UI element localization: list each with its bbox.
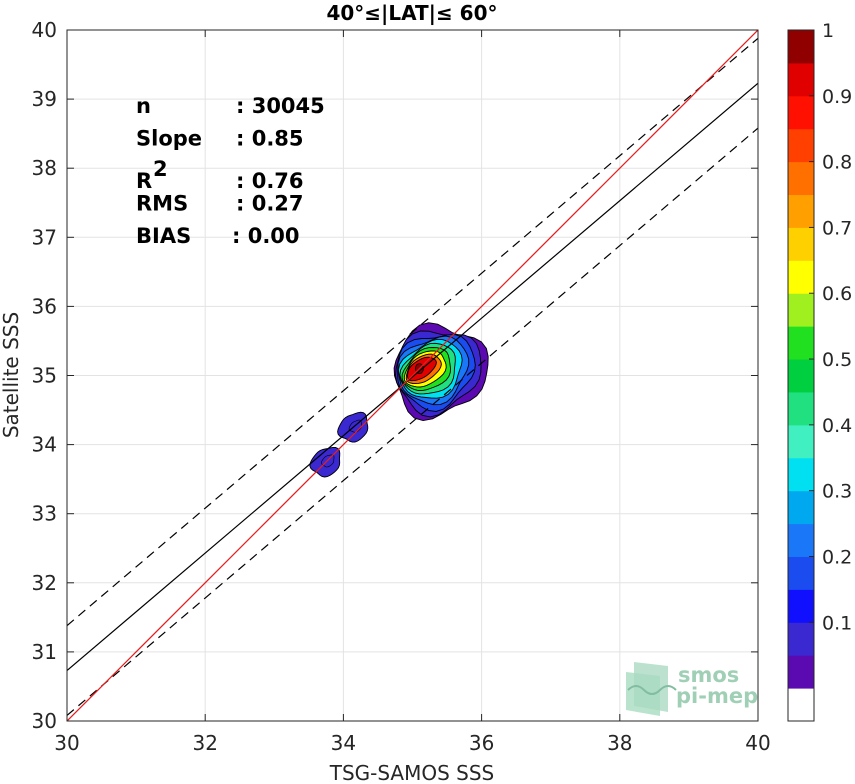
- colorbar-tick-label: 1: [822, 20, 834, 42]
- colorbar-tick-label: 0.3: [822, 481, 852, 503]
- colorbar-segment: [788, 62, 814, 97]
- y-tick-label: 34: [32, 433, 57, 457]
- stat-label: RMS: [136, 192, 188, 216]
- y-axis-ticks: 30 31 32 33 34 35 36 37 38 39 40: [32, 18, 758, 733]
- y-tick-label: 30: [32, 709, 57, 733]
- colorbar-segment: [788, 326, 814, 360]
- y-tick-label: 37: [32, 225, 57, 249]
- colorbar-segment: [788, 194, 814, 228]
- y-tick-label: 31: [32, 640, 57, 664]
- stats-block: n : 30045 Slope : 0.85 R 2 : 0.76 RMS : 0.27 BIAS…: [136, 94, 325, 248]
- colorbar-segment: [788, 556, 814, 590]
- stat-label: BIAS: [136, 224, 191, 248]
- colorbar-tick-label: 0.6: [822, 283, 852, 305]
- colorbar-segment: [788, 688, 814, 722]
- x-tick-label: 38: [607, 731, 632, 755]
- y-tick-label: 33: [32, 502, 57, 526]
- colorbar-tick-label: 0.1: [822, 612, 852, 634]
- stat-value: : 30045: [236, 94, 325, 118]
- stat-label: n: [136, 94, 151, 118]
- y-tick-label: 39: [32, 87, 57, 111]
- colorbar-segment: [788, 622, 814, 656]
- stat-value: : 0.76: [236, 169, 304, 193]
- x-tick-label: 40: [745, 731, 770, 755]
- x-tick-label: 30: [54, 731, 79, 755]
- lower-confidence-line: [67, 127, 758, 716]
- fit-lines: [67, 30, 758, 721]
- logo-text-pi-mep: pi-mep: [676, 684, 758, 708]
- colorbar-segment: [788, 227, 814, 261]
- colorbar-segment: [788, 424, 814, 459]
- x-tick-label: 36: [469, 731, 494, 755]
- colorbar-segment: [788, 30, 814, 64]
- y-tick-label: 40: [32, 18, 57, 42]
- colorbar: 0.1 0.2 0.3 0.4 0.5 0.6 0.7 0.8 0.9 1: [787, 20, 852, 722]
- upper-confidence-line: [67, 37, 758, 627]
- colorbar-segment: [788, 589, 814, 623]
- stat-label: Slope: [136, 127, 202, 151]
- x-axis-ticks: 30 32 34 36 38 40: [54, 30, 771, 755]
- stat-label: R: [136, 169, 152, 193]
- colorbar-frame: [787, 29, 815, 722]
- colorbar-tick-label: 0.5: [822, 349, 852, 371]
- x-tick-label: 32: [192, 731, 217, 755]
- logo-text-smos: smos: [678, 663, 739, 687]
- colorbar-segment: [788, 655, 814, 689]
- colorbar-tick-label: 0.7: [822, 217, 852, 239]
- identity-line: [67, 30, 758, 721]
- y-tick-label: 35: [32, 364, 57, 388]
- colorbar-tick-label: 0.9: [822, 86, 852, 108]
- colorbar-segment: [788, 359, 814, 393]
- stat-label-superscript: 2: [153, 157, 168, 181]
- colorbar-segment: [788, 457, 814, 492]
- x-tick-label: 34: [331, 731, 356, 755]
- colorbar-segment: [788, 128, 814, 163]
- grid: [66, 29, 759, 722]
- chart-title: 40°≤|LAT|≤ 60°: [326, 1, 497, 25]
- colorbar-tick-label: 0.2: [822, 546, 852, 568]
- y-tick-label: 32: [32, 571, 57, 595]
- colorbar-segment: [788, 260, 814, 294]
- smos-pi-mep-logo: smos pi-mep: [626, 662, 758, 716]
- colorbar-segment: [788, 293, 814, 327]
- colorbar-tick-label: 0.4: [822, 415, 852, 437]
- colorbar-segment: [788, 391, 814, 426]
- stat-value: : 0.27: [236, 192, 304, 216]
- y-tick-label: 38: [32, 156, 57, 180]
- y-tick-label: 36: [32, 294, 57, 318]
- stat-value: : 0.00: [232, 224, 300, 248]
- colorbar-segment: [788, 490, 814, 525]
- regression-line: [67, 82, 758, 672]
- stat-value: : 0.85: [236, 127, 304, 151]
- colorbar-tick-label: 0.8: [822, 152, 852, 174]
- colorbar-segment: [788, 523, 814, 557]
- x-axis-label: TSG-SAMOS SSS: [329, 761, 495, 784]
- colorbar-segment: [788, 95, 814, 130]
- colorbar-segment: [788, 161, 814, 196]
- y-axis-label: Satellite SSS: [0, 312, 23, 438]
